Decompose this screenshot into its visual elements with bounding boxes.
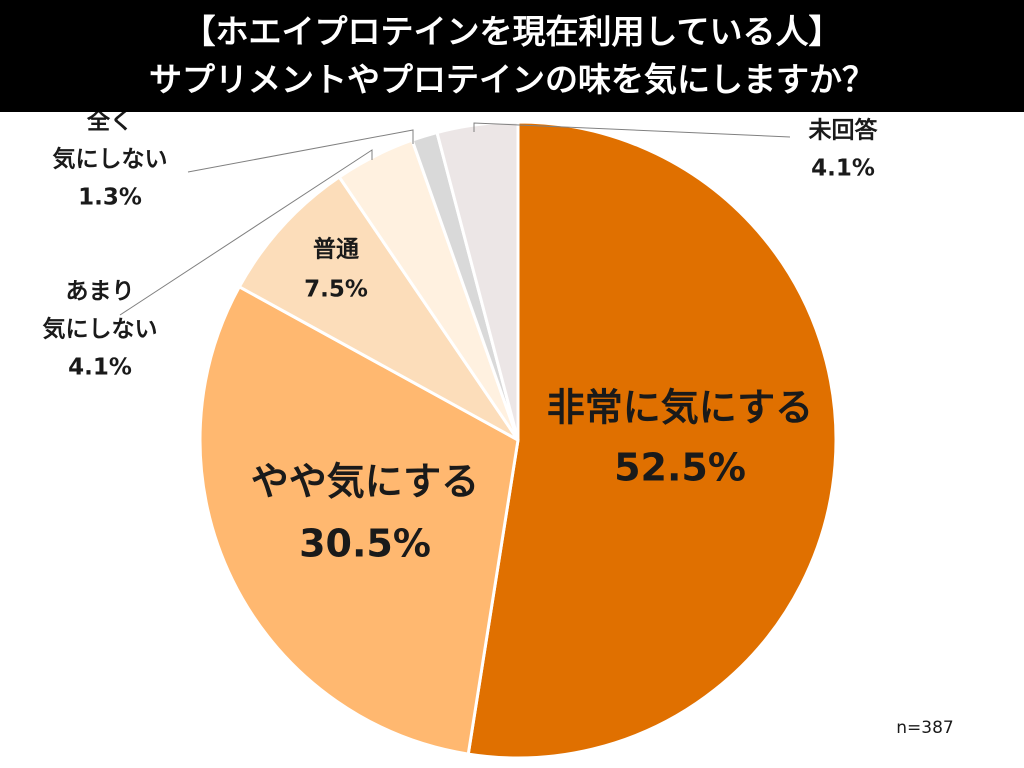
- leader-line-6: [473, 122, 791, 138]
- chart-title-line-1: 【ホエイプロテインを現在利用している人】: [182, 12, 842, 51]
- pie-slices: [198, 120, 838, 760]
- leader-lines: [119, 122, 791, 316]
- pie-slice-2: [198, 284, 520, 756]
- slice-label-5-line-1: 全く: [86, 112, 133, 135]
- pie-chart: 非常に気にする52.5%やや気にする30.5%普通7.5%あまり気にしない4.1…: [43, 112, 954, 760]
- slice-value-6: 4.1%: [811, 156, 875, 182]
- title-band: 【ホエイプロテインを現在利用している人】 サプリメントやプロテインの味を気にしま…: [0, 0, 1024, 112]
- slice-value-4: 4.1%: [68, 355, 132, 381]
- slice-label-2-line-1: やや気にする: [251, 460, 479, 504]
- slice-label-6-line-1: 未回答: [809, 117, 879, 144]
- slice-value-5: 1.3%: [78, 185, 142, 211]
- slice-value-1: 52.5%: [614, 446, 746, 490]
- slice-label-5-line-2: 気にしない: [53, 146, 168, 173]
- pie-slice-6: [435, 120, 520, 441]
- pie-slice-1: [466, 120, 838, 760]
- slice-label-4-line-2: 気にしない: [43, 316, 158, 343]
- slice-label-1-line-1: 非常に気にする: [547, 386, 813, 430]
- slice-label-3-line-1: 普通: [313, 236, 359, 263]
- slice-labels: 非常に気にする52.5%やや気にする30.5%普通7.5%あまり気にしない4.1…: [43, 112, 879, 566]
- slice-value-2: 30.5%: [299, 522, 431, 566]
- slice-label-4-line-1: あまり: [66, 279, 135, 305]
- chart-title-line-2: サプリメントやプロテインの味を気にしますか？: [149, 60, 875, 99]
- pie-slice-3: [237, 174, 520, 442]
- leader-line-5: [187, 129, 414, 173]
- sample-size-note: n=387: [896, 718, 953, 738]
- leader-line-4: [119, 149, 373, 316]
- slice-value-3: 7.5%: [304, 277, 368, 303]
